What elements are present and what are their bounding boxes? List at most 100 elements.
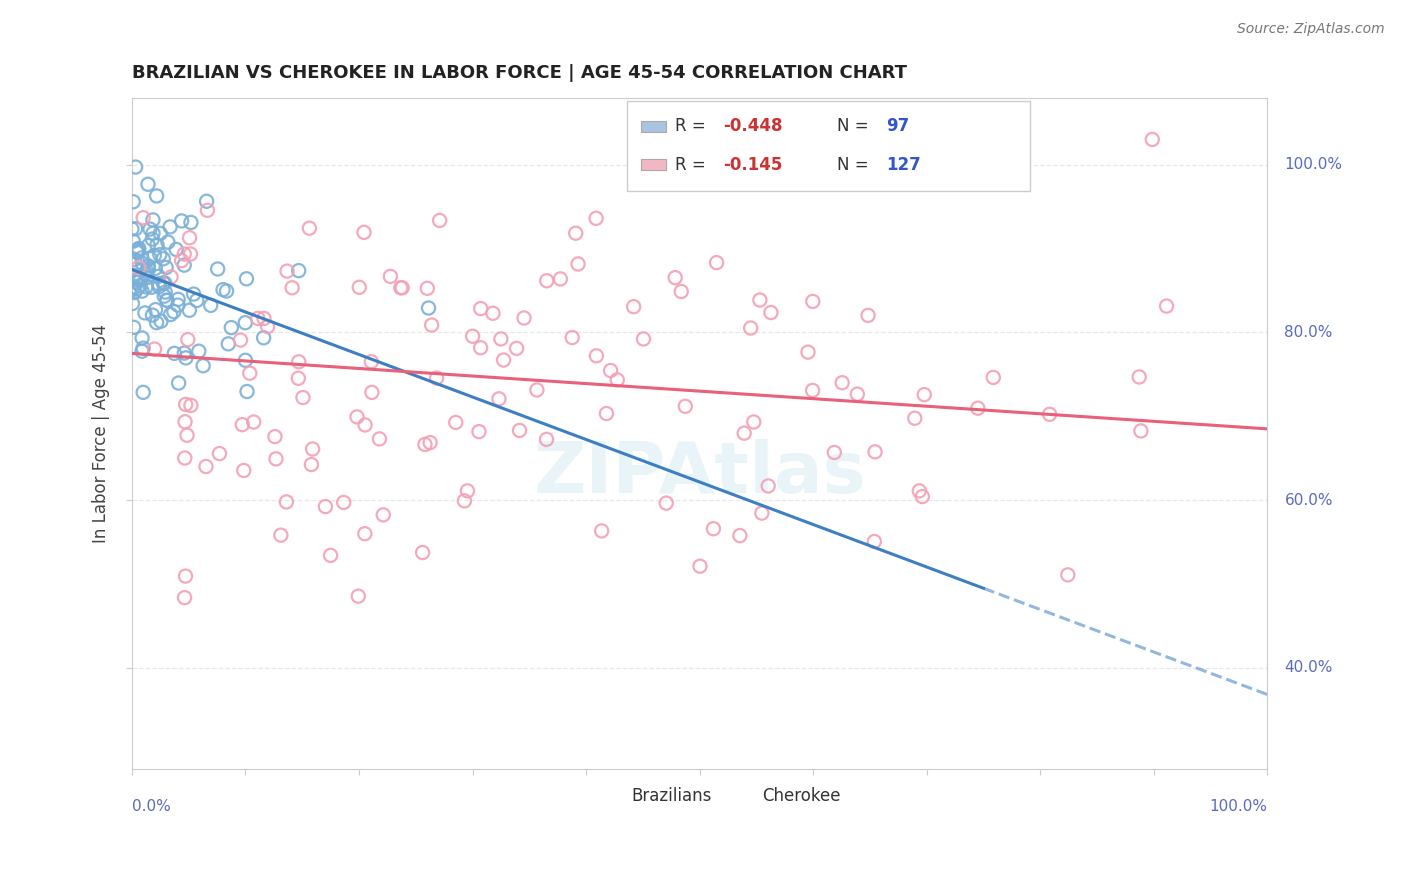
- Point: [664, 270, 686, 285]
- Point: [165, 243, 187, 257]
- Point: [564, 226, 586, 240]
- Point: [152, 276, 174, 290]
- Point: [195, 459, 218, 474]
- Point: [253, 331, 276, 345]
- Point: [131, 331, 153, 345]
- Point: [186, 293, 208, 308]
- Point: [173, 591, 195, 605]
- Point: [138, 261, 160, 276]
- Point: [233, 316, 256, 330]
- Point: [253, 311, 276, 326]
- Point: [246, 311, 269, 326]
- Point: [174, 415, 197, 429]
- Point: [141, 308, 163, 322]
- Point: [125, 276, 148, 290]
- Point: [235, 272, 257, 286]
- Point: [505, 342, 527, 356]
- Point: [122, 194, 145, 209]
- Point: [391, 281, 413, 295]
- Point: [212, 283, 235, 297]
- Point: [215, 284, 238, 298]
- Point: [138, 238, 160, 252]
- Point: [291, 391, 314, 405]
- Point: [595, 407, 617, 421]
- Point: [287, 355, 309, 369]
- Text: 80.0%: 80.0%: [1285, 325, 1333, 340]
- Point: [599, 363, 621, 377]
- Point: [122, 234, 145, 248]
- Point: [742, 415, 765, 429]
- Point: [908, 483, 931, 498]
- Point: [180, 247, 202, 261]
- Point: [287, 371, 309, 385]
- Point: [145, 189, 167, 203]
- Point: [863, 534, 886, 549]
- Point: [160, 269, 183, 284]
- Point: [174, 569, 197, 583]
- Text: -0.145: -0.145: [724, 155, 783, 174]
- Point: [136, 259, 159, 273]
- Point: [470, 301, 492, 316]
- Point: [232, 463, 254, 477]
- Point: [173, 258, 195, 272]
- Point: [170, 253, 193, 268]
- Point: [981, 370, 1004, 384]
- Point: [689, 559, 711, 574]
- Point: [1039, 407, 1062, 421]
- Point: [360, 385, 382, 400]
- Point: [492, 353, 515, 368]
- Point: [332, 495, 354, 509]
- Point: [412, 545, 434, 559]
- Point: [759, 305, 782, 319]
- Point: [180, 215, 202, 229]
- Point: [136, 178, 159, 192]
- Point: [135, 264, 157, 278]
- Point: [373, 508, 395, 522]
- Point: [150, 314, 173, 328]
- Point: [526, 383, 548, 397]
- Point: [1128, 370, 1150, 384]
- Point: [413, 437, 436, 451]
- Point: [129, 278, 152, 293]
- Point: [135, 280, 157, 294]
- Point: [489, 332, 512, 346]
- Point: [456, 483, 478, 498]
- Point: [122, 282, 145, 296]
- Point: [159, 308, 181, 322]
- Point: [1142, 132, 1164, 146]
- FancyBboxPatch shape: [641, 121, 665, 132]
- Point: [470, 341, 492, 355]
- Point: [143, 248, 166, 262]
- Point: [904, 411, 927, 425]
- Point: [1056, 567, 1078, 582]
- Point: [173, 450, 195, 465]
- Point: [444, 416, 467, 430]
- Point: [242, 415, 264, 429]
- Point: [170, 214, 193, 228]
- Text: 100.0%: 100.0%: [1285, 157, 1343, 172]
- Point: [623, 300, 645, 314]
- Point: [145, 316, 167, 330]
- Point: [200, 298, 222, 312]
- Point: [281, 281, 304, 295]
- Point: [142, 226, 165, 240]
- Point: [740, 321, 762, 335]
- Point: [567, 257, 589, 271]
- Point: [585, 349, 607, 363]
- Point: [380, 269, 402, 284]
- Point: [863, 445, 886, 459]
- Point: [145, 302, 167, 317]
- Point: [167, 293, 190, 307]
- Point: [139, 222, 162, 236]
- Point: [1156, 299, 1178, 313]
- Point: [319, 549, 342, 563]
- Point: [353, 526, 375, 541]
- Point: [167, 376, 190, 390]
- Point: [513, 310, 536, 325]
- Point: [132, 341, 155, 355]
- Point: [298, 221, 321, 235]
- Point: [488, 392, 510, 406]
- Point: [174, 351, 197, 365]
- Point: [561, 330, 583, 344]
- Point: [301, 442, 323, 456]
